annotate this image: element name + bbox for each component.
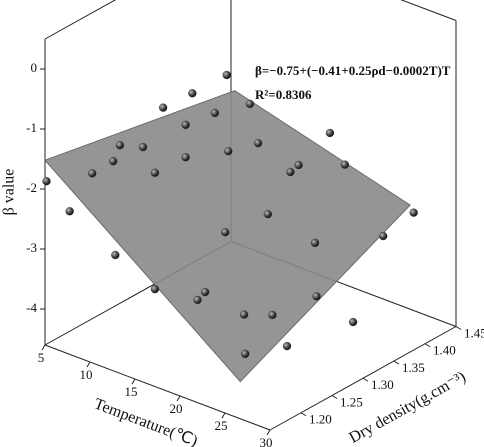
x-tick bbox=[266, 429, 271, 436]
point bbox=[210, 108, 220, 118]
y-tick-label: 1.45 bbox=[464, 325, 484, 340]
y-tick-label: 1.40 bbox=[433, 343, 456, 358]
point bbox=[150, 285, 160, 294]
y-tick bbox=[300, 412, 307, 417]
point bbox=[138, 142, 148, 152]
point bbox=[253, 138, 263, 148]
x-tick bbox=[176, 395, 181, 402]
z-tick-label: -2 bbox=[26, 180, 37, 195]
point bbox=[111, 250, 120, 260]
y-tick-label: 1.20 bbox=[309, 412, 332, 427]
point bbox=[150, 168, 160, 177]
x-axis-label: Temperature(℃) bbox=[92, 395, 200, 447]
y-tick bbox=[362, 377, 369, 382]
x-tick-label: 5 bbox=[38, 350, 45, 365]
point bbox=[181, 153, 190, 162]
point bbox=[268, 310, 277, 320]
point bbox=[286, 167, 295, 177]
point bbox=[282, 341, 292, 351]
point bbox=[409, 208, 418, 217]
point bbox=[224, 147, 233, 156]
x-tick bbox=[221, 412, 226, 419]
x-tick-label: 25 bbox=[215, 418, 228, 433]
point bbox=[241, 349, 250, 359]
point bbox=[263, 209, 272, 219]
y-tick bbox=[393, 360, 400, 365]
point bbox=[109, 157, 118, 166]
y-tick-label: 1.25 bbox=[340, 394, 363, 409]
point bbox=[325, 128, 335, 138]
box-edge bbox=[400, 0, 457, 21]
x-tick bbox=[41, 344, 46, 351]
y-axis-label: Dry density(g.cm⁻³) bbox=[346, 368, 468, 446]
point bbox=[239, 310, 249, 319]
point bbox=[115, 141, 125, 150]
point bbox=[312, 292, 321, 301]
point bbox=[181, 120, 190, 129]
point bbox=[221, 228, 230, 237]
y-tick bbox=[331, 395, 338, 399]
point bbox=[294, 160, 303, 170]
y-tick bbox=[455, 326, 462, 330]
x-tick bbox=[86, 361, 91, 368]
point bbox=[348, 317, 358, 327]
x-tick-label: 30 bbox=[260, 435, 273, 447]
plot bbox=[42, 70, 418, 383]
point bbox=[158, 103, 168, 112]
point bbox=[379, 231, 388, 241]
box-edge bbox=[44, 0, 117, 40]
z-axis-label: β value bbox=[1, 169, 18, 216]
z-tick-label: -1 bbox=[26, 120, 37, 135]
point bbox=[310, 238, 320, 248]
x-tick-label: 15 bbox=[125, 384, 138, 399]
z-tick-label: 0 bbox=[31, 60, 38, 75]
box-edge bbox=[44, 344, 271, 431]
x-tick bbox=[131, 378, 136, 385]
y-tick bbox=[424, 343, 431, 348]
point bbox=[42, 177, 51, 186]
point bbox=[200, 287, 210, 297]
y-tick-label: 1.30 bbox=[371, 377, 394, 392]
point bbox=[193, 295, 202, 305]
point bbox=[65, 207, 74, 216]
y-tick-label: 1.35 bbox=[402, 360, 425, 375]
fitted-surface bbox=[44, 90, 411, 383]
point bbox=[222, 70, 231, 80]
z-tick-label: -3 bbox=[26, 240, 37, 255]
x-tick-label: 20 bbox=[170, 401, 183, 416]
z-tick-label: -4 bbox=[26, 300, 37, 315]
point bbox=[340, 160, 350, 169]
point bbox=[88, 169, 97, 178]
r-squared: R²=0.8306 bbox=[255, 87, 312, 102]
point bbox=[188, 89, 197, 98]
equation: β=−0.75+(−0.41+0.25ρd−0.0002T)T bbox=[255, 63, 451, 78]
point bbox=[245, 99, 255, 109]
x-tick-label: 10 bbox=[80, 367, 93, 382]
